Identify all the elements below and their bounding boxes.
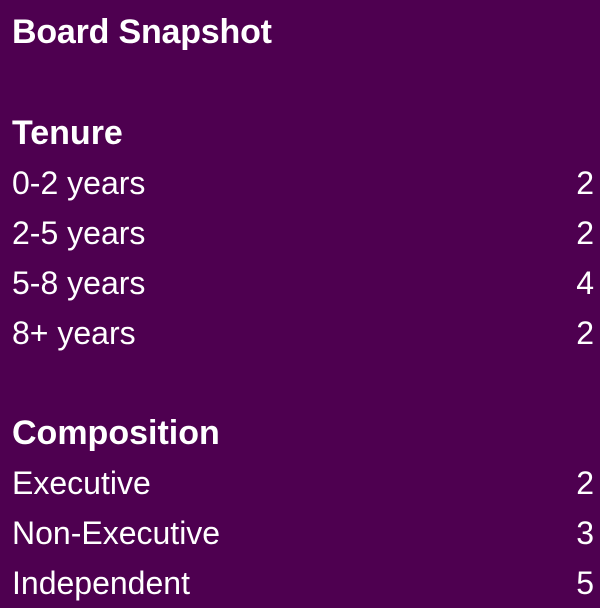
row-value: 4 xyxy=(576,265,594,301)
table-row: 5-8 years 4 xyxy=(12,258,594,308)
section-heading-composition: Composition xyxy=(12,414,220,452)
row-label: Independent xyxy=(12,565,190,601)
row-label: 2-5 years xyxy=(12,215,146,251)
section-heading-tenure: Tenure xyxy=(12,114,123,152)
composition-section: Composition Executive 2 Non-Executive 3 … xyxy=(12,410,594,608)
row-value: 2 xyxy=(576,315,594,351)
table-row: 8+ years 2 xyxy=(12,308,594,358)
table-row: 0-2 years 2 xyxy=(12,158,594,208)
table-row: Non-Executive 3 xyxy=(12,508,594,558)
row-value: 2 xyxy=(576,465,594,501)
panel-title: Board Snapshot xyxy=(12,13,272,51)
row-value: 2 xyxy=(576,165,594,201)
tenure-section: Tenure 0-2 years 2 2-5 years 2 5-8 years… xyxy=(12,110,594,358)
table-row: Independent 5 xyxy=(12,558,594,608)
row-value: 3 xyxy=(576,515,594,551)
row-value: 5 xyxy=(576,565,594,601)
table-row: 2-5 years 2 xyxy=(12,208,594,258)
row-label: Executive xyxy=(12,465,151,501)
row-label: Non-Executive xyxy=(12,515,221,551)
row-label: 8+ years xyxy=(12,315,136,351)
row-value: 2 xyxy=(576,215,594,251)
row-label: 5-8 years xyxy=(12,265,146,301)
row-label: 0-2 years xyxy=(12,165,146,201)
table-row: Executive 2 xyxy=(12,458,594,508)
